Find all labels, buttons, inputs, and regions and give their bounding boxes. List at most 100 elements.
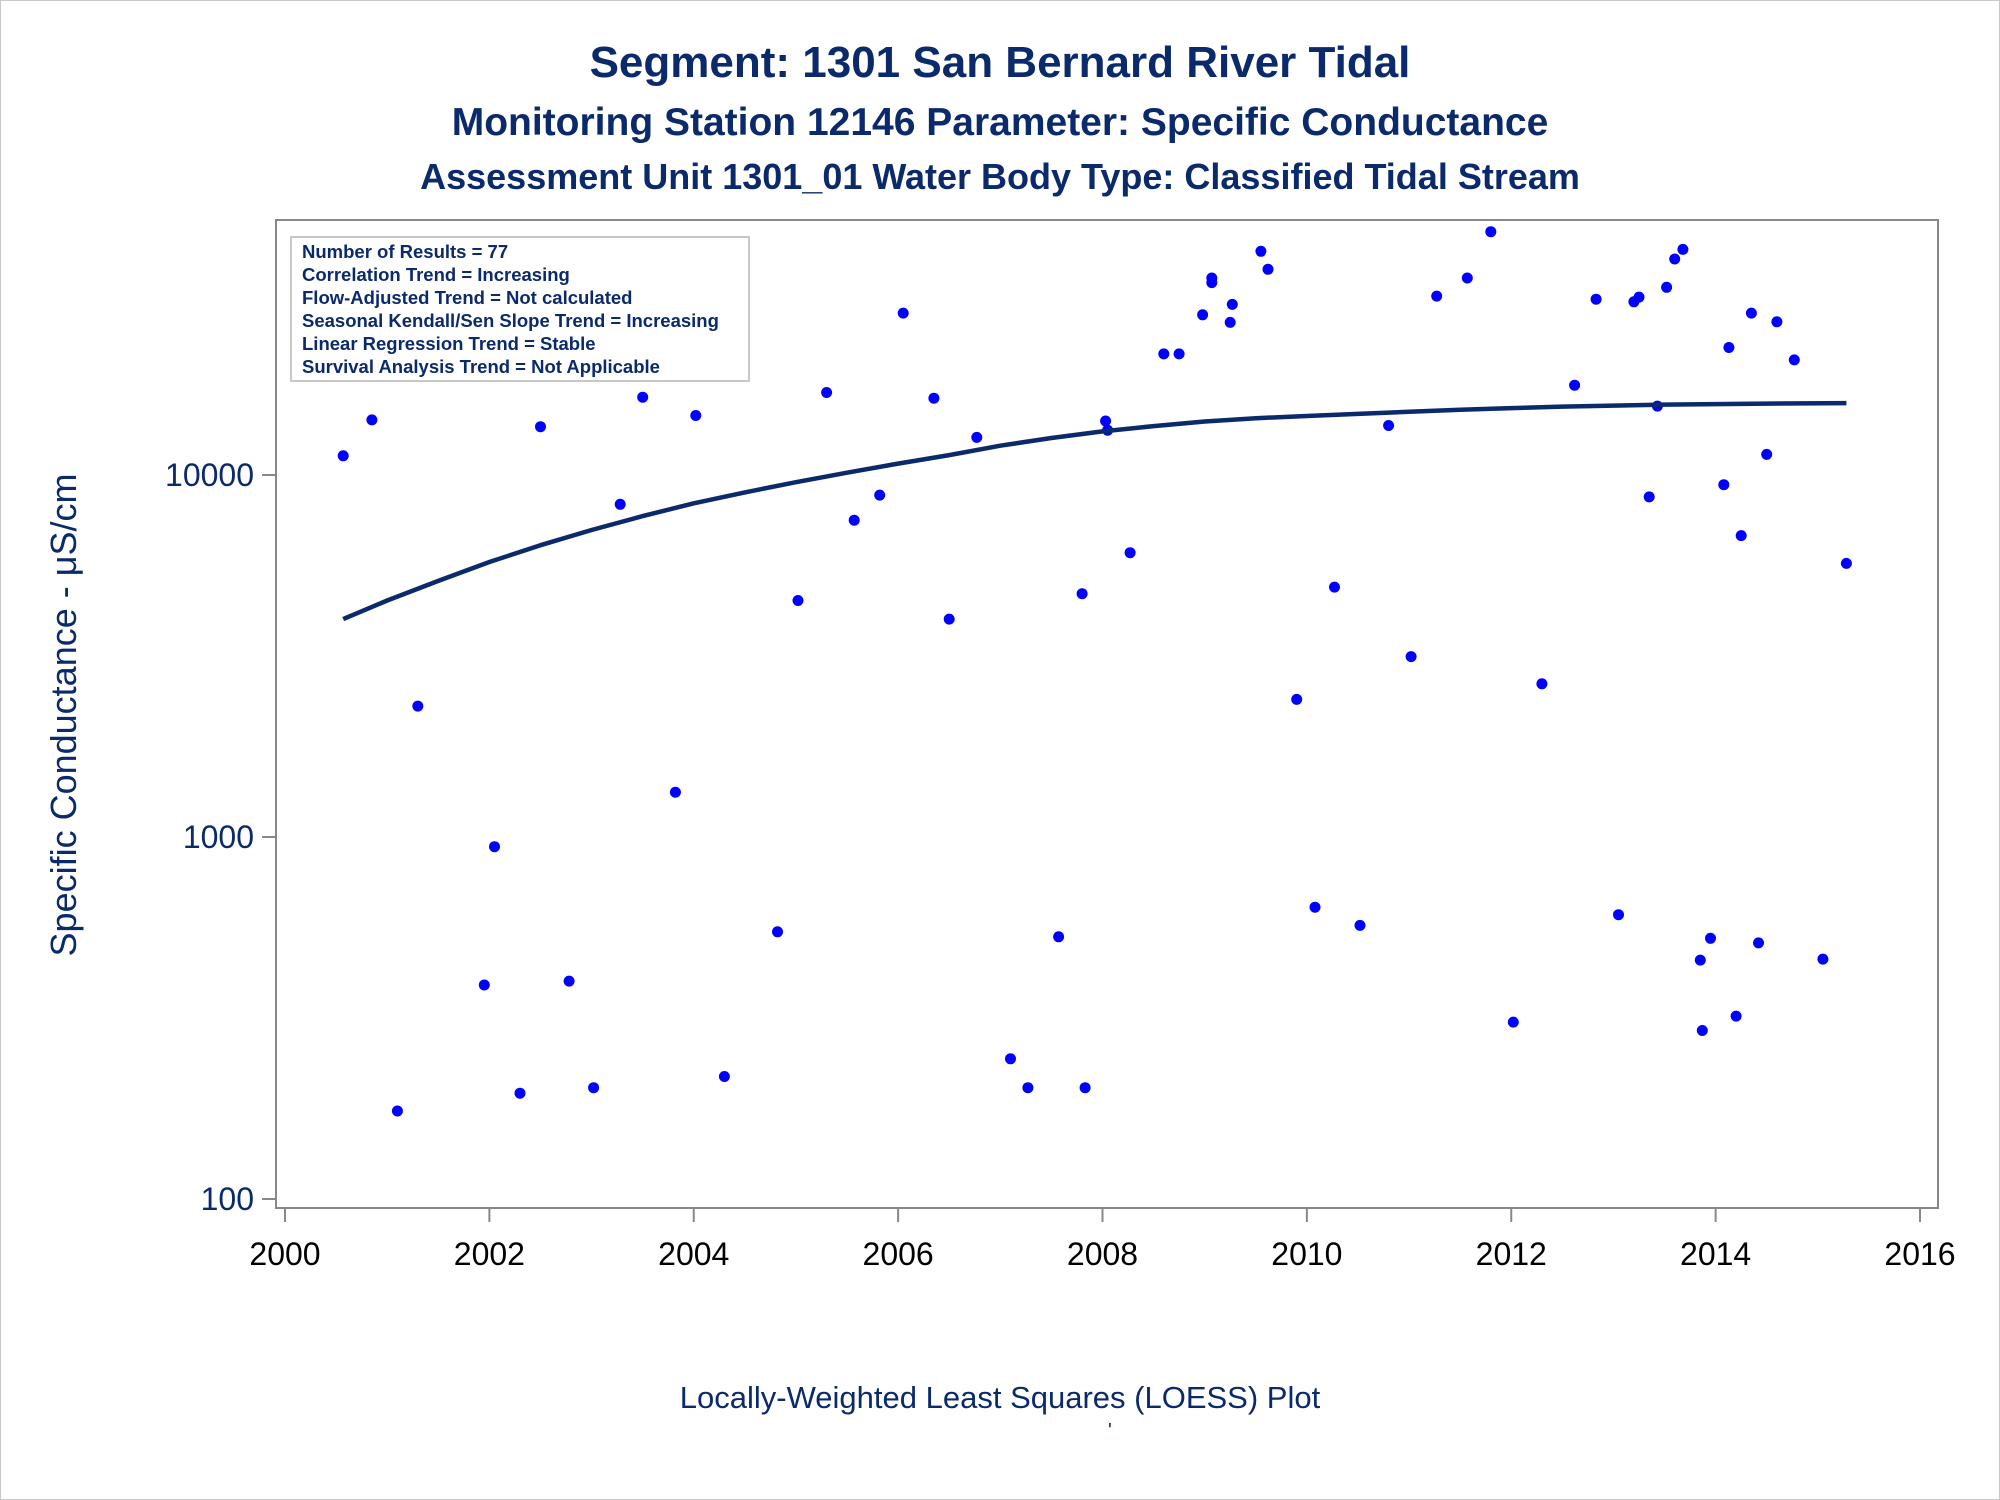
data-point — [928, 392, 940, 404]
data-point — [943, 613, 955, 625]
data-point — [1383, 420, 1395, 431]
x-tick-label: 2002 — [454, 1236, 525, 1272]
data-point — [1022, 1082, 1034, 1094]
data-point — [1771, 316, 1783, 328]
trend-stats-box: Number of Results = 77 Correlation Trend… — [290, 236, 750, 382]
data-point — [1613, 909, 1624, 921]
data-point — [1730, 1010, 1742, 1022]
data-point — [971, 431, 983, 443]
data-point — [690, 410, 702, 421]
data-point — [1761, 448, 1773, 460]
data-point — [792, 595, 804, 606]
data-point — [1705, 932, 1716, 944]
data-point — [1735, 530, 1747, 542]
data-point — [1053, 931, 1065, 943]
data-point — [1197, 309, 1209, 321]
data-point — [1696, 1025, 1708, 1036]
data-point — [1753, 937, 1764, 949]
data-point — [1569, 379, 1581, 391]
chart-subtitle-assessment: Assessment Unit 1301_01 Water Body Type:… — [420, 156, 1580, 197]
data-point — [588, 1082, 600, 1094]
data-point — [1158, 348, 1170, 360]
x-tick-label: 2008 — [1067, 1236, 1138, 1272]
data-point — [412, 700, 424, 712]
chart-subtitle-station: Monitoring Station 12146 Parameter: Spec… — [451, 101, 1549, 144]
y-tick-label: 100 — [201, 1181, 254, 1217]
data-point — [1485, 226, 1497, 238]
data-point — [1669, 253, 1681, 265]
data-point — [1173, 348, 1185, 360]
x-tick-label: 2010 — [1271, 1236, 1342, 1272]
data-point — [1309, 901, 1321, 913]
data-point — [1643, 491, 1655, 503]
x-tick-label: 2014 — [1680, 1236, 1751, 1272]
data-point — [1536, 678, 1548, 690]
y-tick-label: 10000 — [165, 457, 254, 493]
data-point — [1291, 693, 1303, 705]
data-point — [478, 979, 490, 991]
data-point — [366, 414, 378, 426]
data-point — [1124, 547, 1136, 559]
stats-line-flow-adjusted: Flow-Adjusted Trend = Not calculated — [302, 287, 633, 308]
data-point — [1633, 291, 1645, 303]
loess-trend-line — [342, 400, 1847, 622]
x-tick-label: 2006 — [863, 1236, 934, 1272]
data-point — [1677, 243, 1689, 255]
x-tick-label: 2004 — [658, 1236, 729, 1272]
stats-line-linear-regression: Linear Regression Trend = Stable — [302, 333, 596, 354]
data-point — [1661, 281, 1673, 293]
data-point — [1840, 557, 1852, 569]
data-point — [1817, 953, 1829, 965]
data-point — [848, 514, 860, 526]
data-point — [1461, 272, 1473, 284]
data-point — [1226, 298, 1238, 310]
data-point — [821, 387, 833, 398]
data-point — [1079, 1082, 1091, 1094]
data-point — [874, 489, 886, 501]
plot-area-border — [275, 219, 1939, 1209]
stats-line-survival: Survival Analysis Trend = Not Applicable — [302, 356, 660, 377]
data-point — [1206, 272, 1218, 284]
data-point — [1694, 954, 1706, 966]
data-point — [637, 391, 649, 403]
data-point — [1405, 651, 1417, 663]
x-tick-label: 2012 — [1476, 1236, 1547, 1272]
data-point — [1076, 588, 1088, 600]
data-point — [614, 498, 626, 510]
chart-title: Segment: 1301 San Bernard River Tidal — [589, 38, 1411, 87]
data-point — [772, 926, 783, 938]
stats-line-correlation: Correlation Trend = Increasing — [302, 264, 570, 285]
data-point — [1718, 479, 1730, 491]
data-point — [718, 1071, 730, 1082]
data-point — [535, 421, 546, 433]
data-point — [1354, 919, 1366, 931]
data-point — [514, 1087, 526, 1099]
x-tick-label: 2016 — [1884, 1236, 1955, 1272]
data-point — [669, 786, 681, 798]
data-point — [337, 450, 349, 462]
data-point — [1431, 290, 1443, 302]
data-point — [1788, 354, 1800, 366]
footer-mark: ' — [1108, 1420, 1112, 1442]
data-point — [1100, 415, 1112, 427]
data-point — [1224, 316, 1236, 328]
data-point — [897, 307, 909, 319]
data-point — [563, 975, 575, 987]
data-point — [391, 1105, 403, 1117]
data-point — [1005, 1053, 1016, 1065]
chart-footer: Locally-Weighted Least Squares (LOESS) P… — [679, 1380, 1321, 1415]
data-point — [489, 841, 500, 853]
x-tick-label: 2000 — [249, 1236, 320, 1272]
stats-line-results: Number of Results = 77 — [302, 241, 509, 262]
y-axis-label: Specific Conductance - μS/cm — [43, 474, 84, 957]
data-point — [1262, 263, 1274, 275]
data-point — [1723, 342, 1735, 353]
data-point — [1255, 245, 1267, 257]
data-point — [1329, 581, 1340, 593]
data-point — [1507, 1016, 1519, 1028]
y-tick-label: 1000 — [183, 819, 254, 855]
stats-line-seasonal-kendall: Seasonal Kendall/Sen Slope Trend = Incre… — [302, 310, 719, 331]
data-point — [1745, 307, 1757, 319]
data-point — [1590, 293, 1602, 305]
